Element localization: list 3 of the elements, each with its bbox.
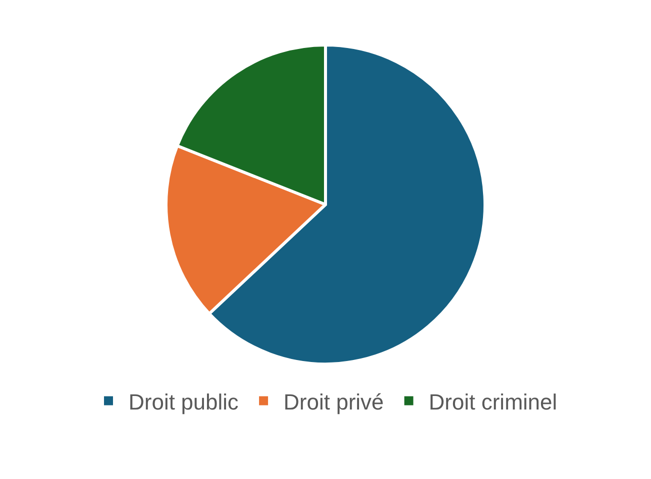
- legend-label: Droit privé: [284, 389, 384, 414]
- legend-label: Droit public: [128, 389, 239, 414]
- legend-label: Droit criminel: [428, 389, 558, 414]
